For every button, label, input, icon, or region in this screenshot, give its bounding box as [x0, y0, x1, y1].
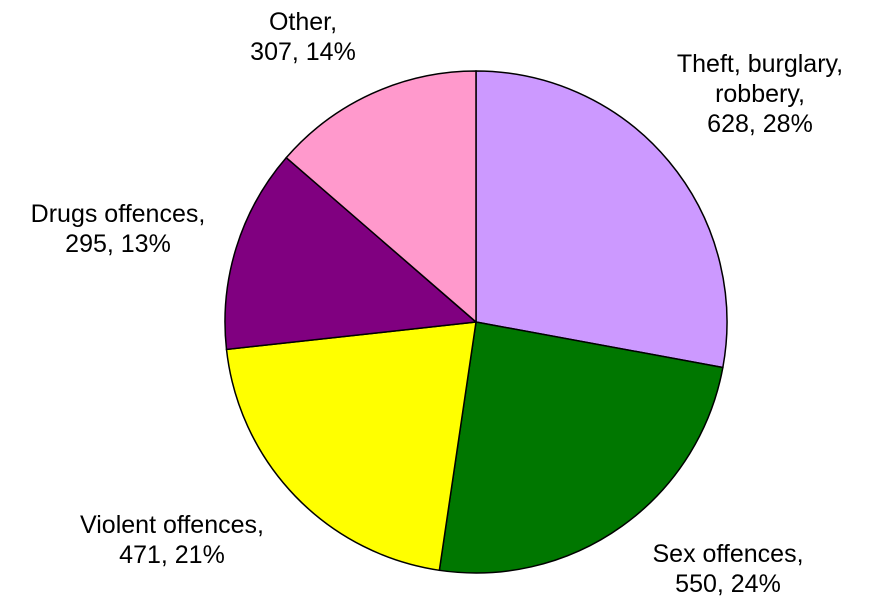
slice-label-line: 295, 13% [65, 230, 171, 258]
slice-label-line: Drugs offences, [31, 200, 206, 228]
slice-label-drugs-offences: Drugs offences, 295, 13% [31, 200, 206, 258]
pie-slice-other [285, 70, 477, 324]
pie-labels: Theft, burglary, robbery, 628, 28% Sex offe… [31, 8, 843, 598]
pie-slice-drugs-offences [224, 156, 478, 351]
slice-label-line: Theft, burglary, [677, 50, 843, 78]
slice-label-line: Other, [269, 8, 337, 36]
slice-label-line: 550, 24% [675, 570, 781, 598]
pie-slice-sex-offences [438, 321, 724, 574]
slice-label-line: 471, 21% [119, 541, 225, 569]
slice-label-line: robbery, [715, 80, 805, 108]
pie-slice-theft-burglary-robbery [475, 70, 728, 369]
slice-label-theft-burglary-robbery: Theft, burglary, robbery, 628, 28% [677, 50, 843, 138]
slice-label-sex-offences: Sex offences, 550, 24% [652, 540, 803, 598]
slice-label-other: Other, 307, 14% [250, 8, 356, 66]
pie-slices [224, 70, 728, 574]
slice-label-line: 628, 28% [707, 110, 813, 138]
slice-label-line: Violent offences, [80, 511, 264, 539]
slice-label-line: Sex offences, [652, 540, 803, 568]
pie-slice-violent-offences [225, 321, 477, 572]
slice-label-violent-offences: Violent offences, 471, 21% [80, 511, 264, 569]
slice-label-line: 307, 14% [250, 38, 356, 66]
